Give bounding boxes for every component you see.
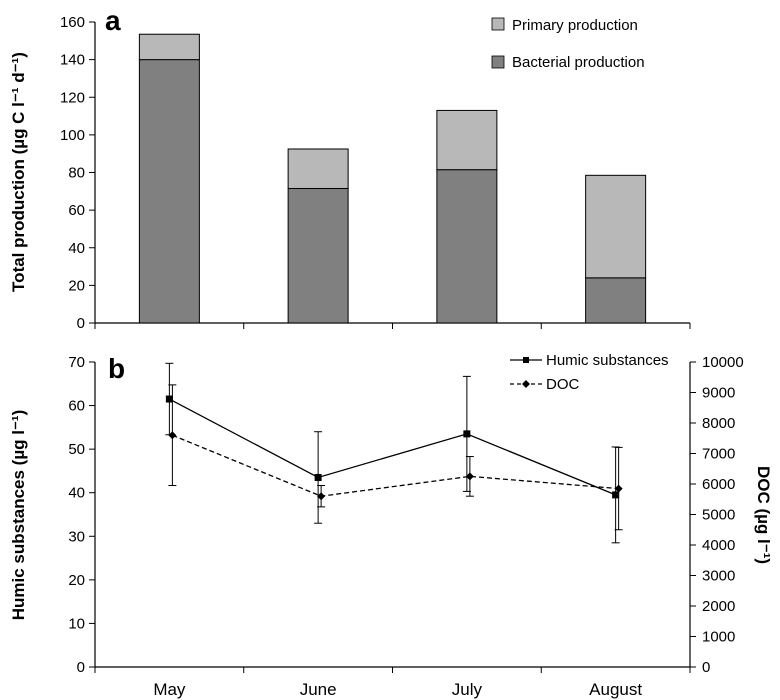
a-ytick-label-5: 100 <box>60 127 85 144</box>
marker-doc-2 <box>465 472 474 481</box>
panel-a-y-ticks: 0 20 40 60 80 100 120 140 160 <box>60 14 95 332</box>
b-left-ytick-label-5: 50 <box>68 441 85 458</box>
panel-b-left-y-ticks: 0 10 20 30 40 50 60 70 <box>68 354 95 676</box>
b-left-ytick-label-1: 10 <box>68 615 85 632</box>
b-right-ytick-label-6: 6000 <box>702 476 735 493</box>
b-left-ytick-label-0: 0 <box>77 659 85 676</box>
bar-bacterial-production-june <box>287 187 349 324</box>
b-right-ytick-label-7: 7000 <box>702 446 735 463</box>
bar-bacterial-production-august <box>585 277 647 324</box>
b-right-ytick-label-2: 2000 <box>702 598 735 615</box>
legend-swatch-bacterial-production <box>491 55 505 69</box>
legend-label-humic-substances: Humic substances <box>546 352 669 369</box>
panel-a-y-axis-title: Total production (µg C l⁻¹ d⁻¹) <box>9 52 28 292</box>
panel-b-left-y-axis-title: Humic substances (µg l⁻¹) <box>9 410 28 621</box>
panel-b-category-labels: May June July August <box>153 680 642 699</box>
b-left-ytick-label-6: 60 <box>68 398 85 415</box>
marker-doc-3 <box>614 484 623 493</box>
bar-bacterial-production-may <box>138 59 200 324</box>
b-right-ytick-label-5: 5000 <box>702 507 735 524</box>
b-right-ytick-label-10: 10000 <box>702 354 744 371</box>
marker-humic-substances-3 <box>612 491 620 499</box>
panel-b-humic-doc-chart: b 0 10 20 30 40 50 60 70 0 1000 2000 3000 4000 5000 6… <box>9 352 773 699</box>
panel-b-x-ticks <box>94 667 691 673</box>
b-right-ytick-label-0: 0 <box>702 659 710 676</box>
category-label-june: June <box>300 680 337 699</box>
category-label-july: July <box>452 680 483 699</box>
panel-b-right-y-axis-title-text: DOC (µg l⁻¹) <box>754 466 773 564</box>
panel-b-left-y-axis-title-text: Humic substances (µg l⁻¹) <box>9 410 28 621</box>
marker-humic-substances-1 <box>314 473 322 481</box>
panel-a-production-chart: a 0 20 40 60 80 100 120 140 160 Total production… <box>9 5 691 332</box>
panel-a-y-axis-title-text: Total production (µg C l⁻¹ d⁻¹) <box>9 52 28 292</box>
a-ytick-label-8: 160 <box>60 14 85 31</box>
marker-doc-0 <box>168 431 177 440</box>
category-label-may: May <box>153 680 186 699</box>
series-doc <box>168 384 623 531</box>
bar-primary-production-august <box>585 174 647 279</box>
b-right-ytick-label-9: 9000 <box>702 385 735 402</box>
legend-marker-doc <box>522 380 530 388</box>
b-right-ytick-label-1: 1000 <box>702 629 735 646</box>
b-left-ytick-label-7: 70 <box>68 354 85 371</box>
b-right-ytick-label-8: 8000 <box>702 415 735 432</box>
b-left-ytick-label-2: 20 <box>68 572 85 589</box>
legend-swatch-primary-production <box>491 17 505 31</box>
a-ytick-label-7: 140 <box>60 52 85 69</box>
marker-doc-1 <box>317 492 326 501</box>
b-right-ytick-label-3: 3000 <box>702 568 735 585</box>
b-left-ytick-label-3: 30 <box>68 528 85 545</box>
category-label-august: August <box>589 680 642 699</box>
a-ytick-label-6: 120 <box>60 89 85 106</box>
b-left-ytick-label-4: 40 <box>68 485 85 502</box>
bar-primary-production-may <box>138 33 200 61</box>
bar-bacterial-production-july <box>436 169 498 324</box>
line-doc <box>172 434 619 497</box>
marker-humic-substances-2 <box>463 430 471 438</box>
legend-label-bacterial-production: Bacterial production <box>512 54 645 71</box>
panel-a-letter: a <box>105 5 121 36</box>
panel-b-right-y-ticks: 0 1000 2000 3000 4000 5000 6000 7000 8000 9000 100… <box>690 354 744 676</box>
legend-label-primary-production: Primary production <box>512 17 638 34</box>
a-ytick-label-4: 80 <box>68 165 85 182</box>
line-humic-substances <box>169 398 616 496</box>
series-humic-substances <box>165 362 620 544</box>
a-ytick-label-2: 40 <box>68 240 85 257</box>
legend-marker-humic <box>523 357 529 363</box>
bar-primary-production-june <box>287 148 349 189</box>
panel-a-legend: Primary production Bacterial production <box>491 17 645 71</box>
panel-b-series <box>165 362 623 544</box>
panel-a-bars <box>138 33 647 324</box>
bar-primary-production-july <box>436 109 498 171</box>
a-ytick-label-0: 0 <box>77 315 85 332</box>
panel-b-right-y-axis-title: DOC (µg l⁻¹) <box>754 466 773 564</box>
marker-humic-substances-0 <box>165 395 173 403</box>
b-right-ytick-label-4: 4000 <box>702 537 735 554</box>
a-ytick-label-1: 20 <box>68 277 85 294</box>
panel-b-legend: Humic substances DOC <box>510 352 669 393</box>
a-ytick-label-3: 60 <box>68 202 85 219</box>
legend-label-doc: DOC <box>546 376 580 393</box>
panel-a-x-ticks <box>94 323 691 329</box>
panel-b-letter: b <box>108 353 125 384</box>
